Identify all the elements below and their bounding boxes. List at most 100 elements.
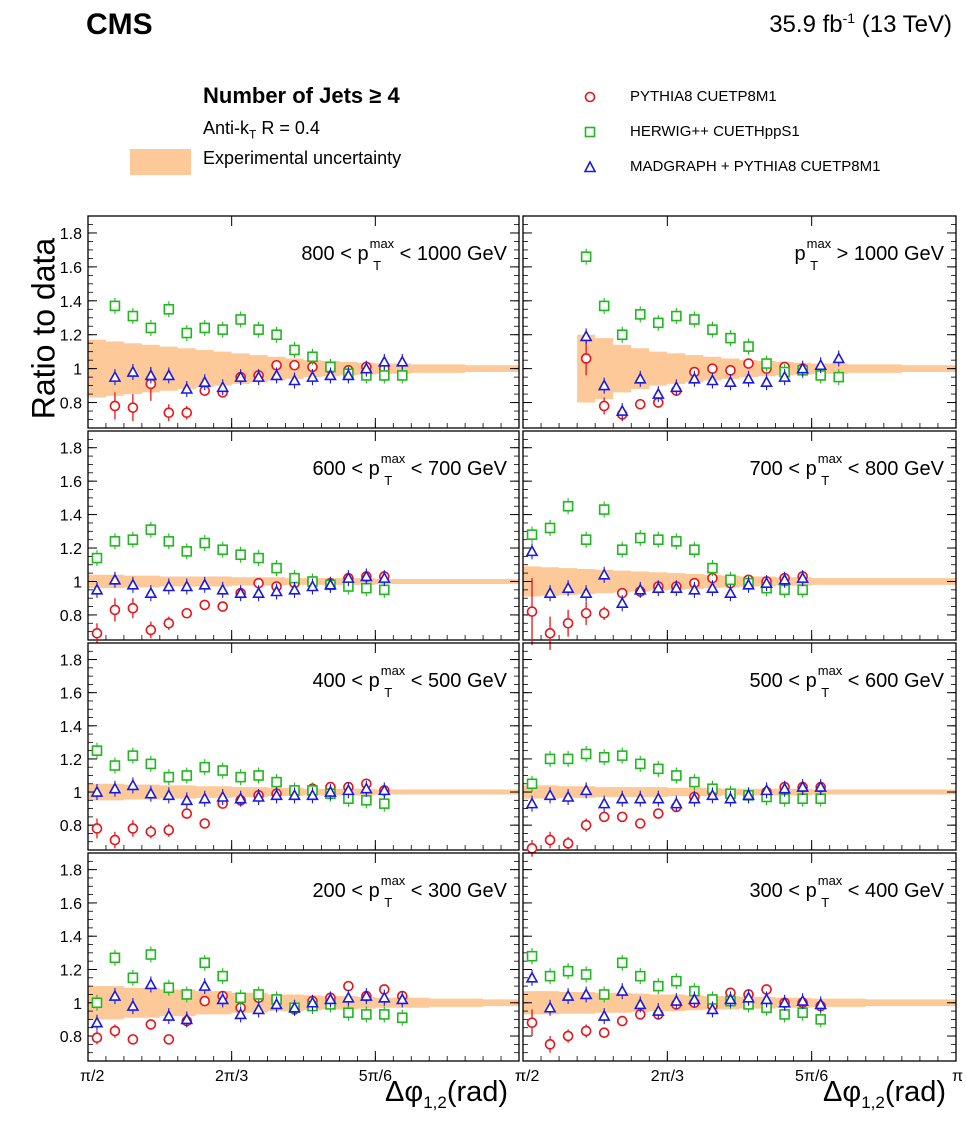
madgraph-point xyxy=(688,372,701,384)
pythia-point xyxy=(163,1034,175,1045)
madgraph-point xyxy=(760,992,773,1005)
herwig-point xyxy=(562,753,574,765)
herwig-point xyxy=(707,562,718,574)
y-tick-label: 0.8 xyxy=(60,396,82,413)
herwig-point xyxy=(653,317,664,329)
experiment-label: CMS xyxy=(86,8,153,41)
madgraph-point xyxy=(615,984,629,996)
madgraph-point xyxy=(108,573,122,585)
madgraph-point xyxy=(216,583,230,595)
madgraph-point xyxy=(633,997,647,1010)
herwig-point xyxy=(526,529,538,540)
legend-circle-marker xyxy=(584,91,596,103)
herwig-point xyxy=(253,989,264,1000)
herwig-point xyxy=(181,770,193,781)
herwig-point xyxy=(127,972,139,984)
madgraph-point xyxy=(216,790,230,802)
madgraph-point xyxy=(162,368,176,381)
madgraph-point xyxy=(324,785,337,797)
herwig-point xyxy=(671,310,682,322)
x-tick-label: 5π/6 xyxy=(795,1068,828,1085)
herwig-point xyxy=(598,751,610,763)
herwig-point xyxy=(761,358,772,369)
herwig-point xyxy=(145,524,157,535)
madgraph-point xyxy=(162,579,176,592)
madgraph-point xyxy=(561,790,575,802)
herwig-point xyxy=(199,537,211,549)
pythia-point xyxy=(598,811,610,823)
herwig-point xyxy=(653,763,664,775)
herwig-point xyxy=(689,544,700,556)
pythia-point xyxy=(707,363,718,374)
herwig-point xyxy=(580,251,592,263)
madgraph-point xyxy=(90,785,104,797)
y-tick-label: 1.8 xyxy=(60,653,82,670)
madgraph-point xyxy=(633,583,647,595)
madgraph-point xyxy=(324,368,337,381)
madgraph-point xyxy=(342,571,355,583)
pythia-point xyxy=(109,400,121,412)
herwig-point xyxy=(181,546,193,557)
y-tick-label: 1 xyxy=(73,362,82,379)
pythia-point xyxy=(634,398,646,410)
herwig-point xyxy=(163,536,175,547)
madgraph-point xyxy=(796,780,810,792)
madgraph-point xyxy=(180,793,194,806)
herwig-point xyxy=(743,341,754,352)
madgraph-point xyxy=(706,1002,719,1015)
madgraph-point xyxy=(342,783,355,796)
madgraph-point xyxy=(724,375,737,388)
herwig-point xyxy=(598,300,610,312)
herwig-point xyxy=(689,776,700,788)
madgraph-point xyxy=(706,373,719,386)
madgraph-point xyxy=(615,404,629,416)
madgraph-point xyxy=(377,783,391,796)
herwig-point xyxy=(725,332,736,344)
madgraph-point xyxy=(832,351,846,364)
madgraph-point xyxy=(126,365,140,377)
madgraph-point xyxy=(796,571,810,583)
herwig-point xyxy=(109,952,121,964)
y-tick-label: 1.4 xyxy=(60,508,82,525)
energy-label: (13 TeV) xyxy=(855,11,952,38)
herwig-point xyxy=(91,745,103,756)
madgraph-point xyxy=(724,586,737,598)
uncertainty-band xyxy=(523,785,956,799)
y-tick-label: 1.8 xyxy=(60,226,82,243)
pythia-point xyxy=(598,1027,610,1039)
madgraph-point xyxy=(669,994,683,1006)
xlabel-unit: (rad) xyxy=(446,1076,509,1108)
legend-entry-madgraph: MADGRAPH + PYTHIA8 CUETP8M1 xyxy=(630,158,881,175)
x-tick-label: 2π/3 xyxy=(215,1068,248,1085)
algo-sub: T xyxy=(249,127,257,142)
herwig-point xyxy=(634,970,646,982)
madgraph-point xyxy=(796,994,810,1006)
herwig-point xyxy=(217,544,228,556)
pythia-point xyxy=(127,823,139,834)
pythia-point xyxy=(634,818,646,829)
x-tick-label: π xyxy=(515,1068,526,1085)
y-tick-label: 1.2 xyxy=(60,541,82,558)
herwig-point xyxy=(580,534,592,545)
madgraph-point xyxy=(306,579,319,592)
uncertainty-swatch xyxy=(130,149,191,175)
madgraph-point xyxy=(525,971,539,983)
madgraph-point xyxy=(615,792,629,804)
madgraph-point xyxy=(144,368,158,381)
madgraph-point xyxy=(778,370,791,382)
pythia-point xyxy=(562,617,574,629)
madgraph-point xyxy=(615,596,629,609)
herwig-point xyxy=(833,371,845,383)
herwig-point xyxy=(653,980,664,992)
madgraph-point xyxy=(252,790,265,802)
pythia-point xyxy=(91,628,103,639)
herwig-point xyxy=(127,750,139,761)
herwig-point xyxy=(616,329,628,341)
herwig-point xyxy=(544,753,556,765)
madgraph-point xyxy=(270,997,283,1010)
madgraph-point xyxy=(180,579,194,592)
pythia-point xyxy=(145,1019,157,1030)
herwig-point xyxy=(361,582,372,594)
madgraph-point xyxy=(234,586,248,598)
madgraph-point xyxy=(216,380,230,393)
